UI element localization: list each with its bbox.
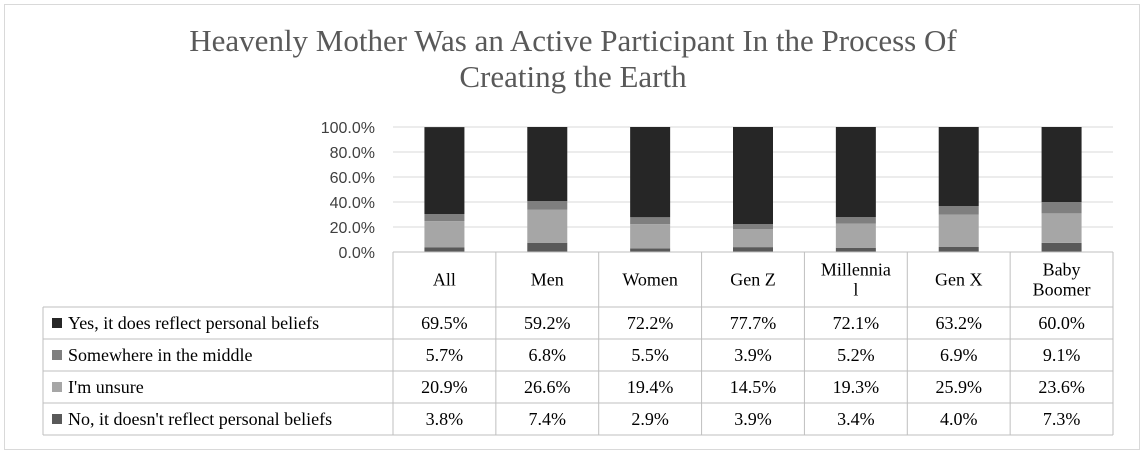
y-tick-label: 80.0% xyxy=(330,145,375,162)
data-label: 20.9% xyxy=(421,377,468,397)
bar-segment xyxy=(527,242,568,252)
data-label: 7.3% xyxy=(1043,409,1081,429)
legend-label: Yes, it does reflect personal beliefs xyxy=(68,313,319,333)
data-label: 7.4% xyxy=(529,409,567,429)
data-label: 2.9% xyxy=(631,409,669,429)
legend-key xyxy=(52,350,62,360)
category-label: Boomer xyxy=(1033,280,1091,300)
legend-key xyxy=(52,414,62,424)
bar-segment xyxy=(938,206,979,215)
bar-segment xyxy=(630,127,671,218)
category-label: All xyxy=(433,270,456,290)
category-label: Millennia xyxy=(821,260,891,280)
category-label: Gen X xyxy=(935,270,983,290)
bar-segment xyxy=(938,247,979,252)
bar-segment xyxy=(835,127,876,218)
legend-key xyxy=(52,318,62,328)
chart-container: Heavenly Mother Was an Active Participan… xyxy=(4,4,1140,450)
data-label: 3.9% xyxy=(734,409,772,429)
data-label: 59.2% xyxy=(524,313,571,333)
bar-segment xyxy=(733,247,773,252)
bar-segment xyxy=(424,247,465,252)
data-label: 14.5% xyxy=(730,377,777,397)
data-label: 25.9% xyxy=(935,377,982,397)
data-label: 77.7% xyxy=(730,313,777,333)
data-label: 9.1% xyxy=(1043,345,1081,365)
y-tick-label: 100.0% xyxy=(321,120,375,137)
bar-segment xyxy=(527,209,568,243)
bar-segment xyxy=(424,221,465,248)
bar-segment xyxy=(733,127,773,225)
data-label: 60.0% xyxy=(1038,313,1085,333)
bar-segment xyxy=(938,214,979,247)
data-label: 6.8% xyxy=(529,345,567,365)
bar-segment xyxy=(835,217,876,224)
data-label: 6.9% xyxy=(940,345,978,365)
chart-title-line: Heavenly Mother Was an Active Participan… xyxy=(189,23,957,58)
bar-segment xyxy=(835,247,876,252)
data-label: 19.4% xyxy=(627,377,674,397)
data-label: 5.5% xyxy=(631,345,669,365)
chart-title-line: Creating the Earth xyxy=(459,59,687,94)
data-label: 3.9% xyxy=(734,345,772,365)
bar-segment xyxy=(630,248,671,252)
bar-segment xyxy=(733,229,773,248)
bar-segment xyxy=(1041,213,1082,243)
y-tick-label: 60.0% xyxy=(330,170,375,187)
data-label: 23.6% xyxy=(1038,377,1085,397)
y-tick-label: 20.0% xyxy=(330,220,375,237)
bar-segment xyxy=(527,127,568,201)
y-tick-label: 40.0% xyxy=(330,195,375,212)
data-label: 26.6% xyxy=(524,377,571,397)
data-label: 3.8% xyxy=(426,409,464,429)
y-tick-label: 0.0% xyxy=(339,245,375,262)
bar-segment xyxy=(424,127,465,214)
data-label: 3.4% xyxy=(837,409,875,429)
category-label: Women xyxy=(622,270,678,290)
bar-segment xyxy=(630,224,671,249)
bar-segment xyxy=(424,214,465,222)
bar-segment xyxy=(527,201,568,210)
bar-segment xyxy=(938,127,979,206)
data-label: 19.3% xyxy=(833,377,880,397)
legend-label: Somewhere in the middle xyxy=(68,345,252,365)
legend-label: I'm unsure xyxy=(68,377,144,397)
category-label: Gen Z xyxy=(730,270,775,290)
legend-key xyxy=(52,382,62,392)
chart-svg: Heavenly Mother Was an Active Participan… xyxy=(42,23,1114,436)
category-label: Men xyxy=(531,270,564,290)
data-label: 5.7% xyxy=(426,345,464,365)
bar-segment xyxy=(733,224,773,229)
data-label: 72.2% xyxy=(627,313,674,333)
data-label: 69.5% xyxy=(421,313,468,333)
category-label: l xyxy=(853,280,858,300)
bar-segment xyxy=(1041,127,1082,202)
data-label: 72.1% xyxy=(833,313,880,333)
bar-segment xyxy=(835,223,876,248)
legend-label: No, it doesn't reflect personal beliefs xyxy=(68,409,332,429)
data-label: 63.2% xyxy=(935,313,982,333)
category-label: Baby xyxy=(1043,260,1081,280)
bar-segment xyxy=(1041,242,1082,252)
data-label: 5.2% xyxy=(837,345,875,365)
bar-segment xyxy=(630,217,671,225)
data-label: 4.0% xyxy=(940,409,978,429)
bar-segment xyxy=(1041,202,1082,214)
